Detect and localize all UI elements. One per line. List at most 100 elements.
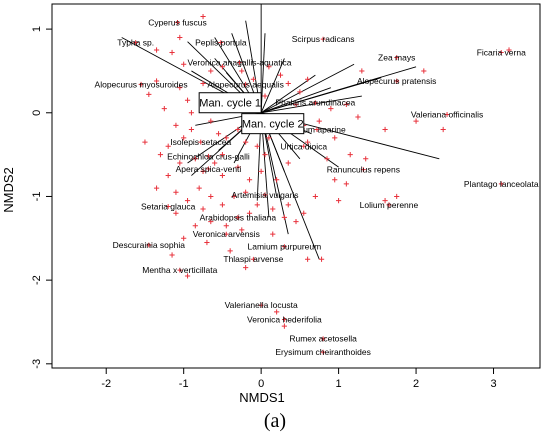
site-point xyxy=(215,131,222,137)
site-point xyxy=(266,64,272,70)
species-label: Mentha x verticillata xyxy=(142,265,217,275)
site-point xyxy=(246,210,253,216)
site-point xyxy=(293,101,299,108)
site-point xyxy=(184,273,191,279)
site-point xyxy=(169,49,175,56)
site-point xyxy=(165,143,171,149)
site-point xyxy=(305,76,311,82)
site-point xyxy=(382,126,388,133)
species-vector xyxy=(261,95,362,114)
site-point xyxy=(312,193,318,200)
species-point xyxy=(165,204,171,209)
site-point xyxy=(301,210,307,216)
site-point xyxy=(181,135,187,141)
species-label: Descurainia sophia xyxy=(113,240,186,250)
species-point xyxy=(258,302,264,308)
species-point xyxy=(250,256,256,262)
species-label: Alopecurus myosuroides xyxy=(95,79,188,89)
figure-caption: (a) xyxy=(263,410,287,432)
species-label: Veronica anagallis-aquatica xyxy=(187,58,291,68)
site-point xyxy=(200,206,206,212)
species-point xyxy=(444,112,450,117)
species-label: Rumex acetosella xyxy=(289,334,357,344)
species-vector xyxy=(260,112,320,260)
x-tick-label: 0 xyxy=(258,378,264,390)
site-point xyxy=(188,110,195,116)
site-point xyxy=(177,34,183,41)
species-label: Phalaris arundinacea xyxy=(275,98,355,108)
site-point xyxy=(219,172,226,179)
species-label: Ranunculus repens xyxy=(327,165,400,175)
site-point xyxy=(506,47,512,53)
site-points xyxy=(133,13,512,355)
species-label: Lamium purpureum xyxy=(248,242,322,252)
species-label: Urtica dioica xyxy=(280,141,327,151)
species-point xyxy=(314,127,320,132)
site-point xyxy=(181,235,187,241)
species-label: Apera spica-venti xyxy=(176,164,242,174)
site-point xyxy=(192,223,198,229)
site-point xyxy=(254,202,260,208)
site-point xyxy=(219,64,226,70)
species-vectors xyxy=(121,4,440,260)
species-label: Plantago lanceolata xyxy=(464,179,539,189)
site-point xyxy=(243,264,249,271)
species-point xyxy=(301,143,307,149)
species-point xyxy=(320,336,326,342)
site-point xyxy=(243,139,249,145)
site-point xyxy=(421,68,427,74)
site-point xyxy=(188,126,195,133)
species-vector xyxy=(260,63,355,114)
plot-frame xyxy=(51,3,541,369)
site-point xyxy=(277,72,284,78)
site-point xyxy=(173,122,179,128)
species-point xyxy=(177,267,183,273)
species-point xyxy=(360,167,366,173)
site-point xyxy=(336,198,342,204)
site-point xyxy=(270,231,276,237)
species-point xyxy=(206,153,211,159)
x-tick-label: 3 xyxy=(490,378,496,390)
species-label: Ficaria verna xyxy=(477,48,526,58)
site-point xyxy=(153,185,160,191)
site-point xyxy=(169,252,175,258)
site-point xyxy=(173,189,179,195)
site-point xyxy=(208,118,214,124)
species-label: Setaria glauca xyxy=(141,202,196,212)
species-label: Isolepis setacea xyxy=(170,137,231,147)
site-point xyxy=(184,97,191,103)
site-point xyxy=(281,214,287,220)
site-point xyxy=(223,223,229,229)
site-point xyxy=(285,202,291,208)
site-point xyxy=(153,47,160,53)
management-box-label: Man. cycle 1 xyxy=(199,98,261,110)
species-vector xyxy=(260,74,316,114)
site-point xyxy=(318,256,325,262)
species-label: Alopecurus pratensis xyxy=(357,76,436,86)
species-point xyxy=(175,20,180,25)
species-label: Typha sp. xyxy=(117,37,154,47)
species-point xyxy=(320,36,326,42)
site-point xyxy=(328,105,334,112)
site-point xyxy=(246,177,253,183)
site-point xyxy=(266,135,272,141)
x-tick-label: -1 xyxy=(179,378,189,390)
site-point xyxy=(208,193,214,200)
site-point xyxy=(192,156,198,162)
site-point xyxy=(200,80,206,87)
species-label: Artemisia vulgaris xyxy=(231,190,298,200)
site-point xyxy=(208,68,214,74)
site-point xyxy=(146,91,152,97)
x-tick-label: -2 xyxy=(101,378,111,390)
species-label: Arabidopsis thaliana xyxy=(200,212,277,222)
species-point xyxy=(198,139,204,145)
site-point xyxy=(200,168,206,174)
site-point xyxy=(177,160,183,166)
species-point xyxy=(320,349,326,355)
x-axis-title: NMDS1 xyxy=(239,390,285,405)
y-tick-label: 1 xyxy=(31,26,43,32)
site-point xyxy=(208,218,214,225)
site-point xyxy=(382,198,388,204)
site-point xyxy=(332,135,338,141)
